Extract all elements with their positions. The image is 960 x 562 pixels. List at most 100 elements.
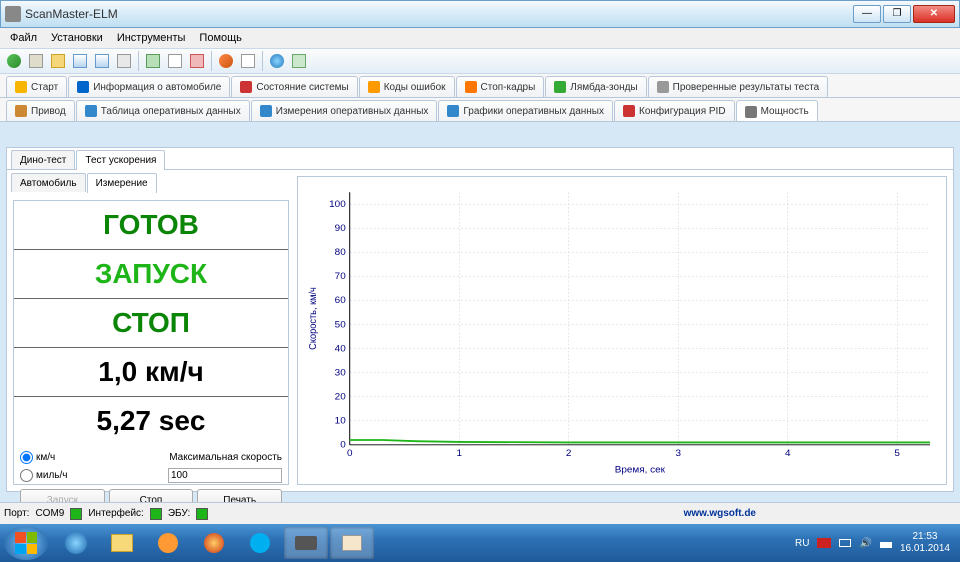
website-link[interactable]: www.wgsoft.de [684, 508, 756, 519]
tab1-6[interactable]: Проверенные результаты теста [648, 76, 829, 97]
toolbar [0, 48, 960, 74]
subtab-inner-0[interactable]: Автомобиль [11, 173, 86, 192]
svg-text:0: 0 [340, 440, 346, 451]
tab2-icon-4 [623, 105, 635, 117]
tab1-icon-3 [368, 81, 380, 93]
tab2-icon-0 [15, 105, 27, 117]
svg-text:70: 70 [335, 271, 346, 282]
tab2-label-3: Графики оперативных данных [463, 106, 604, 117]
menu-settings[interactable]: Установки [45, 30, 109, 46]
maxspeed-input[interactable] [168, 468, 282, 483]
tool-13[interactable] [289, 51, 309, 71]
tool-1[interactable] [4, 51, 24, 71]
tab1-1[interactable]: Информация о автомобиле [68, 76, 230, 97]
tray-network-icon[interactable] [880, 538, 892, 548]
close-button[interactable]: ✕ [913, 5, 955, 23]
maximize-button[interactable]: ❐ [883, 5, 911, 23]
menu-file[interactable]: Файл [4, 30, 43, 46]
port-label: Порт: [4, 508, 29, 519]
svg-text:30: 30 [335, 368, 346, 379]
taskbar-firefox-icon[interactable] [192, 527, 236, 559]
tab1-3[interactable]: Коды ошибок [359, 76, 455, 97]
svg-text:80: 80 [335, 247, 346, 258]
menu-help[interactable]: Помощь [193, 30, 248, 46]
readout-ready: ГОТОВ [14, 201, 288, 250]
tool-2[interactable] [26, 51, 46, 71]
app-icon [5, 6, 21, 22]
tab2-icon-1 [85, 105, 97, 117]
tool-6[interactable] [114, 51, 134, 71]
readout-speed: 1,0 км/ч [14, 348, 288, 397]
radio-mph[interactable]: миль/ч [20, 469, 68, 482]
status-bar: Порт: COM9 Интерфейс: ЭБУ: www.wgsoft.de [0, 502, 960, 524]
menu-tools[interactable]: Инструменты [111, 30, 192, 46]
tray-lang[interactable]: RU [795, 538, 809, 549]
tool-5[interactable] [92, 51, 112, 71]
controls: км/ч Максимальная скорость миль/ч [14, 445, 288, 483]
tab2-4[interactable]: Конфигурация PID [614, 100, 735, 121]
tab-row-1: СтартИнформация о автомобилеСостояние си… [0, 74, 960, 98]
radio-kmh[interactable]: км/ч [20, 451, 55, 464]
tab2-3[interactable]: Графики оперативных данных [438, 100, 613, 121]
titlebar: ScanMaster-ELM — ❐ ✕ [0, 0, 960, 28]
tab2-label-0: Привод [31, 106, 66, 117]
tab2-2[interactable]: Измерения оперативных данных [251, 100, 438, 121]
left-panel: ГОТОВ ЗАПУСК СТОП 1,0 км/ч 5,27 sec км/ч… [13, 200, 289, 485]
maxspeed-label: Максимальная скорость [169, 452, 282, 463]
tray-flag-icon[interactable] [817, 538, 831, 548]
subtab-outer-1[interactable]: Тест ускорения [76, 150, 165, 170]
svg-text:0: 0 [347, 448, 353, 459]
tab2-5[interactable]: Мощность [736, 100, 818, 122]
svg-text:4: 4 [785, 448, 791, 459]
window-buttons: — ❐ ✕ [853, 5, 955, 23]
subtab-outer-0[interactable]: Дино-тест [11, 150, 75, 169]
taskbar-ie-icon[interactable] [54, 527, 98, 559]
readout-start: ЗАПУСК [14, 250, 288, 299]
tab1-label-3: Коды ошибок [384, 82, 446, 93]
subtab-inner-1[interactable]: Измерение [87, 173, 157, 193]
tab2-1[interactable]: Таблица оперативных данных [76, 100, 250, 121]
taskbar-app-icon[interactable] [284, 527, 328, 559]
tool-11[interactable] [238, 51, 258, 71]
svg-text:50: 50 [335, 320, 346, 331]
tray-battery-icon[interactable] [839, 539, 851, 547]
tab1-icon-4 [465, 81, 477, 93]
tab1-label-4: Стоп-кадры [481, 82, 536, 93]
taskbar-media-icon[interactable] [146, 527, 190, 559]
tab1-2[interactable]: Состояние системы [231, 76, 357, 97]
tab1-0[interactable]: Старт [6, 76, 67, 97]
tray-volume-icon[interactable]: 🔊 [859, 538, 871, 549]
tab1-4[interactable]: Стоп-кадры [456, 76, 545, 97]
ecu-led [196, 508, 208, 520]
svg-text:3: 3 [675, 448, 681, 459]
start-menu-button[interactable] [4, 526, 48, 560]
tool-12[interactable] [267, 51, 287, 71]
tool-7[interactable] [143, 51, 163, 71]
svg-text:40: 40 [335, 344, 346, 355]
tab1-label-5: Лямбда-зонды [570, 82, 637, 93]
iface-label: Интерфейс: [88, 508, 143, 519]
svg-text:10: 10 [335, 416, 346, 427]
tool-10[interactable] [216, 51, 236, 71]
tool-8[interactable] [165, 51, 185, 71]
tray-clock[interactable]: 21:53 16.01.2014 [900, 531, 956, 555]
tool-4[interactable] [70, 51, 90, 71]
tab2-icon-3 [447, 105, 459, 117]
taskbar-explorer-icon[interactable] [100, 527, 144, 559]
taskbar-skype-icon[interactable] [238, 527, 282, 559]
tool-9[interactable] [187, 51, 207, 71]
tab2-0[interactable]: Привод [6, 100, 75, 121]
tab-row-2: Привод Таблица оперативных данных Измерени… [0, 98, 960, 122]
minimize-button[interactable]: — [853, 5, 881, 23]
svg-text:1: 1 [456, 448, 462, 459]
tab2-label-4: Конфигурация PID [639, 106, 726, 117]
tab2-icon-5 [745, 106, 757, 118]
tab1-5[interactable]: Лямбда-зонды [545, 76, 646, 97]
svg-text:2: 2 [566, 448, 572, 459]
tool-3[interactable] [48, 51, 68, 71]
chart-box: 0102030405060708090100012345Скорость, км… [297, 176, 947, 485]
system-tray: RU 🔊 21:53 16.01.2014 [795, 531, 956, 555]
taskbar-paint-icon[interactable] [330, 527, 374, 559]
tab2-label-2: Измерения оперативных данных [276, 106, 429, 117]
window-title: ScanMaster-ELM [25, 7, 853, 21]
